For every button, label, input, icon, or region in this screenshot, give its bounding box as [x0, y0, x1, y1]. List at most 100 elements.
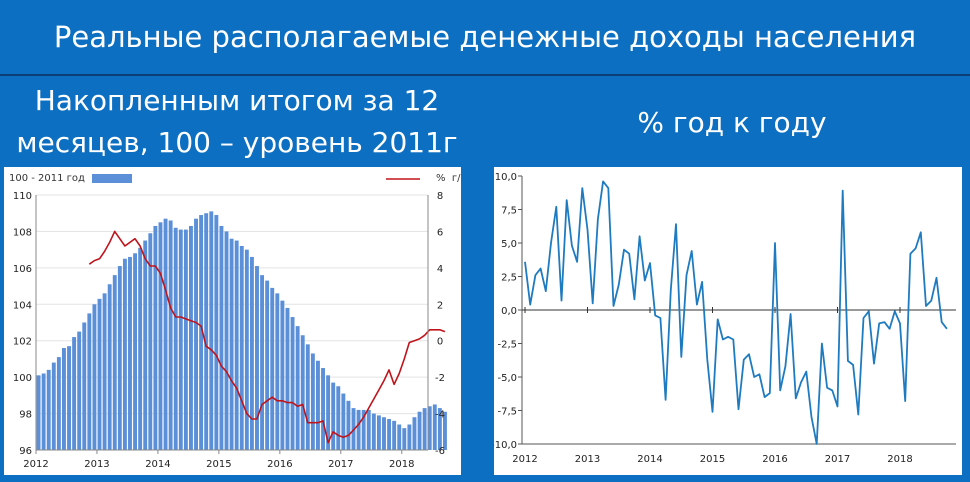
bar — [392, 420, 397, 450]
bar — [331, 382, 336, 450]
bar — [163, 218, 168, 450]
left-heading: Накопленным итогом за 12 месяцев, 100 – … — [0, 80, 474, 164]
bar — [219, 225, 224, 450]
x-tick-label: 2015 — [206, 459, 231, 470]
y-left-tick-label: 104 — [13, 300, 32, 311]
x-tick-label: 2017 — [328, 459, 353, 470]
bar — [326, 375, 331, 450]
x-tick-label: 2013 — [84, 459, 109, 470]
y-tick-label: 5,0 — [501, 239, 517, 250]
bar — [107, 284, 112, 450]
bar — [143, 240, 148, 450]
bar — [371, 413, 376, 450]
bar — [412, 417, 417, 450]
left-chart-panel: 100 - 2011 год % г/г 96 98 100 102 104 106 108… — [4, 167, 466, 475]
bar — [77, 331, 82, 450]
line-series — [88, 230, 446, 444]
bar — [138, 247, 143, 450]
y-left-tick-label: 96 — [19, 446, 32, 457]
bar — [97, 298, 102, 450]
x-tick-label: 2014 — [145, 459, 170, 470]
legend: 100 - 2011 год % г/г — [9, 173, 466, 184]
bar — [92, 304, 97, 450]
axes: 10,0 7,5 5,0 2,5 0,0 -2,5 -5,0 -7,5 -10,0 2012 201… — [491, 172, 956, 465]
bar — [214, 215, 219, 450]
bar — [387, 419, 392, 450]
bar — [46, 369, 51, 450]
bar — [356, 409, 361, 450]
y-left-tick-label: 108 — [13, 227, 32, 238]
bar — [285, 307, 290, 450]
bar — [432, 404, 437, 450]
line-series — [524, 180, 948, 445]
bar — [194, 218, 198, 450]
x-tick-label: 2012 — [512, 454, 537, 465]
bar — [133, 253, 138, 450]
bar — [153, 225, 158, 450]
right-chart-panel: 10,0 7,5 5,0 2,5 0,0 -2,5 -5,0 -7,5 -10,0 2012 201… — [491, 167, 962, 475]
bar — [87, 313, 92, 450]
bar — [158, 222, 163, 450]
bar — [300, 335, 305, 450]
bar — [204, 213, 209, 450]
bar — [67, 346, 71, 450]
bar — [122, 258, 127, 450]
bar-series — [36, 211, 447, 450]
x-tick-label: 2016 — [762, 454, 787, 465]
yoy-income-chart: 10,0 7,5 5,0 2,5 0,0 -2,5 -5,0 -7,5 -10,0 2012 201… — [491, 172, 956, 465]
x-tick-label: 2018 — [887, 454, 912, 465]
bar — [82, 322, 87, 450]
bar — [62, 348, 66, 450]
y-left-tick-label: 98 — [19, 410, 32, 421]
y-left-tick-label: 110 — [13, 191, 32, 202]
y-right-tick-label: 6 — [437, 227, 443, 238]
bar — [382, 417, 386, 450]
bar — [310, 353, 315, 450]
bar — [417, 411, 422, 450]
x-tick-label: 2017 — [825, 454, 850, 465]
bar — [112, 275, 117, 450]
y-tick-label: -7,5 — [497, 407, 517, 418]
bar — [376, 415, 381, 450]
bar — [183, 229, 188, 450]
bar — [437, 408, 442, 450]
y-tick-label: -10,0 — [494, 440, 517, 451]
y-right-tick-label: 2 — [437, 300, 443, 311]
x-tick-label: 2014 — [637, 454, 662, 465]
bar — [178, 229, 183, 450]
bar — [336, 386, 341, 450]
bar — [199, 215, 204, 450]
left-heading-line1: Накопленным итогом за 12 — [34, 84, 440, 117]
x-tick-label: 2013 — [575, 454, 600, 465]
bar — [36, 375, 41, 450]
y-right-tick-label: 0 — [437, 337, 443, 348]
y-right-tick-label: 8 — [437, 191, 443, 202]
y-left-tick-label: 102 — [13, 337, 32, 348]
bar — [234, 240, 239, 450]
red-line — [88, 230, 446, 444]
bar — [295, 326, 300, 450]
bar — [407, 424, 412, 450]
axes: 96 98 100 102 104 106 108 110 -6 -4 -2 0 2 4 6 8 2012 201… — [13, 191, 445, 470]
y-right-tick-label: -2 — [435, 373, 445, 384]
bar — [255, 266, 259, 450]
right-heading: % год к году — [637, 105, 827, 139]
bar — [56, 357, 61, 450]
bar — [290, 317, 295, 450]
y-left-tick-label: 100 — [13, 373, 32, 384]
bar — [305, 344, 310, 450]
bar — [117, 266, 122, 450]
bar — [128, 256, 132, 450]
bar — [397, 424, 402, 450]
bar — [148, 233, 153, 450]
y-tick-label: -2,5 — [497, 340, 517, 351]
y-right-tick-label: -6 — [435, 446, 445, 457]
cumulative-income-chart: 100 - 2011 год % г/г 96 98 100 102 104 106 108… — [9, 173, 466, 470]
bar — [275, 293, 280, 450]
y-tick-label: 2,5 — [501, 273, 517, 284]
bar — [427, 406, 432, 450]
y-tick-label: -5,0 — [497, 373, 517, 384]
x-tick-label: 2016 — [267, 459, 292, 470]
bar — [361, 409, 366, 450]
bar — [341, 393, 346, 450]
